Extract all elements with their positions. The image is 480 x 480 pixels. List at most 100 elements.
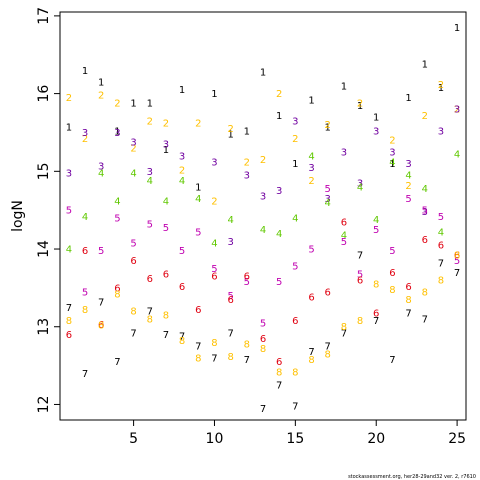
- data-point-label: 4: [66, 245, 72, 256]
- data-point-label: 1: [341, 81, 347, 92]
- data-point-label: 3: [227, 237, 233, 248]
- data-point-label: 6: [211, 272, 217, 283]
- data-point-label: 4: [438, 227, 444, 238]
- data-point-label: 3: [308, 163, 314, 174]
- data-point-label: 4: [389, 157, 395, 168]
- data-point-label: 3: [260, 192, 266, 203]
- data-point-label: 7: [389, 355, 395, 366]
- data-point-label: 6: [341, 217, 347, 228]
- data-point-label: 4: [325, 198, 331, 209]
- data-point-label: 1: [82, 66, 88, 77]
- data-point-label: 4: [98, 168, 104, 179]
- data-point-label: 5: [163, 223, 169, 234]
- data-point-label: 3: [66, 168, 72, 179]
- data-point-label: 5: [244, 277, 250, 288]
- data-point-label: 1: [422, 60, 428, 71]
- data-point-label: 3: [276, 186, 282, 197]
- data-point-label: 2: [308, 176, 314, 187]
- data-point-label: 5: [325, 184, 331, 195]
- data-point-label: 7: [114, 357, 120, 368]
- data-point-label: 2: [454, 105, 460, 116]
- data-point-label: 2: [244, 157, 250, 168]
- x-axis: 5 10 15 20 25: [129, 419, 466, 447]
- data-point-label: 1: [114, 126, 120, 137]
- data-point-label: 7: [82, 369, 88, 380]
- data-point-label: 1: [405, 93, 411, 104]
- data-point-label: 4: [130, 168, 136, 179]
- data-point-label: 8: [130, 307, 136, 318]
- data-point-label: 3: [82, 128, 88, 139]
- data-point-label: 2: [292, 134, 298, 145]
- x-tick-label: 10: [206, 431, 224, 447]
- data-point-label: 4: [292, 213, 298, 224]
- data-point-label: 6: [292, 316, 298, 327]
- data-point-label: 8: [308, 355, 314, 366]
- data-point-label: 8: [276, 367, 282, 378]
- data-point-label: 6: [276, 357, 282, 368]
- data-point-label: 5: [227, 291, 233, 302]
- data-point-label: 6: [195, 305, 201, 316]
- data-point-label: 5: [260, 318, 266, 329]
- data-point-label: 3: [422, 207, 428, 218]
- data-point-label: 5: [211, 264, 217, 275]
- data-point-label: 2: [227, 124, 233, 135]
- data-point-label: 7: [260, 404, 266, 415]
- data-point-label: 1: [308, 95, 314, 106]
- data-point-label: 1: [438, 83, 444, 94]
- data-point-label: 6: [66, 330, 72, 341]
- data-point-label: 7: [422, 314, 428, 325]
- data-point-label: 3: [373, 126, 379, 137]
- data-point-label: 1: [179, 85, 185, 96]
- data-point-label: 1: [163, 145, 169, 156]
- data-point-label: 2: [438, 80, 444, 91]
- data-point-label: 7: [438, 259, 444, 270]
- data-point-label: 8: [325, 349, 331, 360]
- data-point-label: 1: [130, 98, 136, 109]
- data-point-label: 6: [405, 282, 411, 293]
- data-point-label: 7: [98, 297, 104, 308]
- data-point-label: 8: [66, 316, 72, 327]
- x-tick-label: 20: [367, 431, 385, 447]
- x-tick-label: 5: [129, 431, 138, 447]
- x-tick-label: 25: [448, 431, 466, 447]
- data-point-label: 1: [373, 112, 379, 123]
- data-point-label: 7: [227, 328, 233, 339]
- data-point-label: 4: [179, 176, 185, 187]
- data-point-label: 3: [325, 194, 331, 205]
- data-point-label: 4: [227, 215, 233, 226]
- data-point-label: 2: [163, 119, 169, 130]
- data-point-label: 3: [211, 157, 217, 168]
- data-point-label: 2: [147, 116, 153, 127]
- data-point-label: 1: [276, 111, 282, 122]
- data-point-label: 3: [163, 140, 169, 151]
- data-point-label: 5: [130, 238, 136, 249]
- data-point-label: 1: [195, 182, 201, 193]
- y-tick-label: 14: [36, 240, 52, 258]
- data-point-label: 7: [147, 307, 153, 318]
- y-tick-label: 12: [36, 396, 52, 414]
- data-point-label: 8: [389, 285, 395, 296]
- data-point-label: 2: [260, 155, 266, 166]
- x-tick-label: 15: [286, 431, 304, 447]
- data-point-label: 7: [325, 342, 331, 353]
- data-point-label: 5: [405, 194, 411, 205]
- data-point-label: 5: [276, 277, 282, 288]
- data-point-label: 5: [389, 246, 395, 257]
- data-point-label: 4: [114, 196, 120, 207]
- data-point-label: 1: [454, 23, 460, 34]
- data-point-label: 1: [292, 159, 298, 170]
- data-point-label: 8: [341, 322, 347, 333]
- data-point-label: 3: [292, 116, 298, 127]
- data-point-label: 5: [341, 237, 347, 248]
- data-point-label: 3: [98, 161, 104, 172]
- data-point-label: 6: [308, 293, 314, 304]
- data-point-label: 6: [98, 320, 104, 331]
- data-point-label: 3: [341, 147, 347, 158]
- data-point-label: 4: [341, 231, 347, 242]
- y-axis-title: logN: [10, 200, 26, 232]
- data-point-label: 7: [211, 353, 217, 364]
- data-point-label: 8: [292, 367, 298, 378]
- data-point-label: 8: [163, 311, 169, 322]
- data-point-label: 6: [163, 269, 169, 280]
